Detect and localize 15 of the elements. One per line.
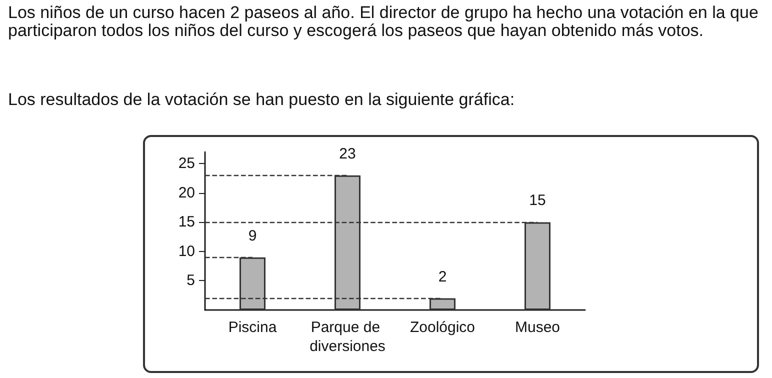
data-label: 23 [339,145,356,162]
y-tick-label: 10 [178,242,195,260]
data-label: 2 [438,268,447,286]
x-tick-label: Museo [514,319,560,336]
x-tick-label: Piscina [228,319,278,336]
data-label: 15 [529,192,546,210]
chart-subtitle: Los resultados de la votación se han puesto en la siguiente gráfica: [8,90,516,110]
x-tick-label: Zoológico [410,319,476,336]
y-tick-label: 25 [178,155,195,172]
chart-title: Los niños de un curso hacen 2 paseos al año. El director de grupo ha hecho una votación en la que participaron todos los niños del curso y escogerá los paseos que hayan obtenido más votos. [8,3,760,40]
y-tick-label: 15 [178,214,195,231]
data-label: 9 [248,227,257,244]
y-tick-label: 5 [186,272,195,290]
x-tick-label: Parque de diversiones [310,319,386,355]
y-tick-label: 20 [178,184,195,202]
